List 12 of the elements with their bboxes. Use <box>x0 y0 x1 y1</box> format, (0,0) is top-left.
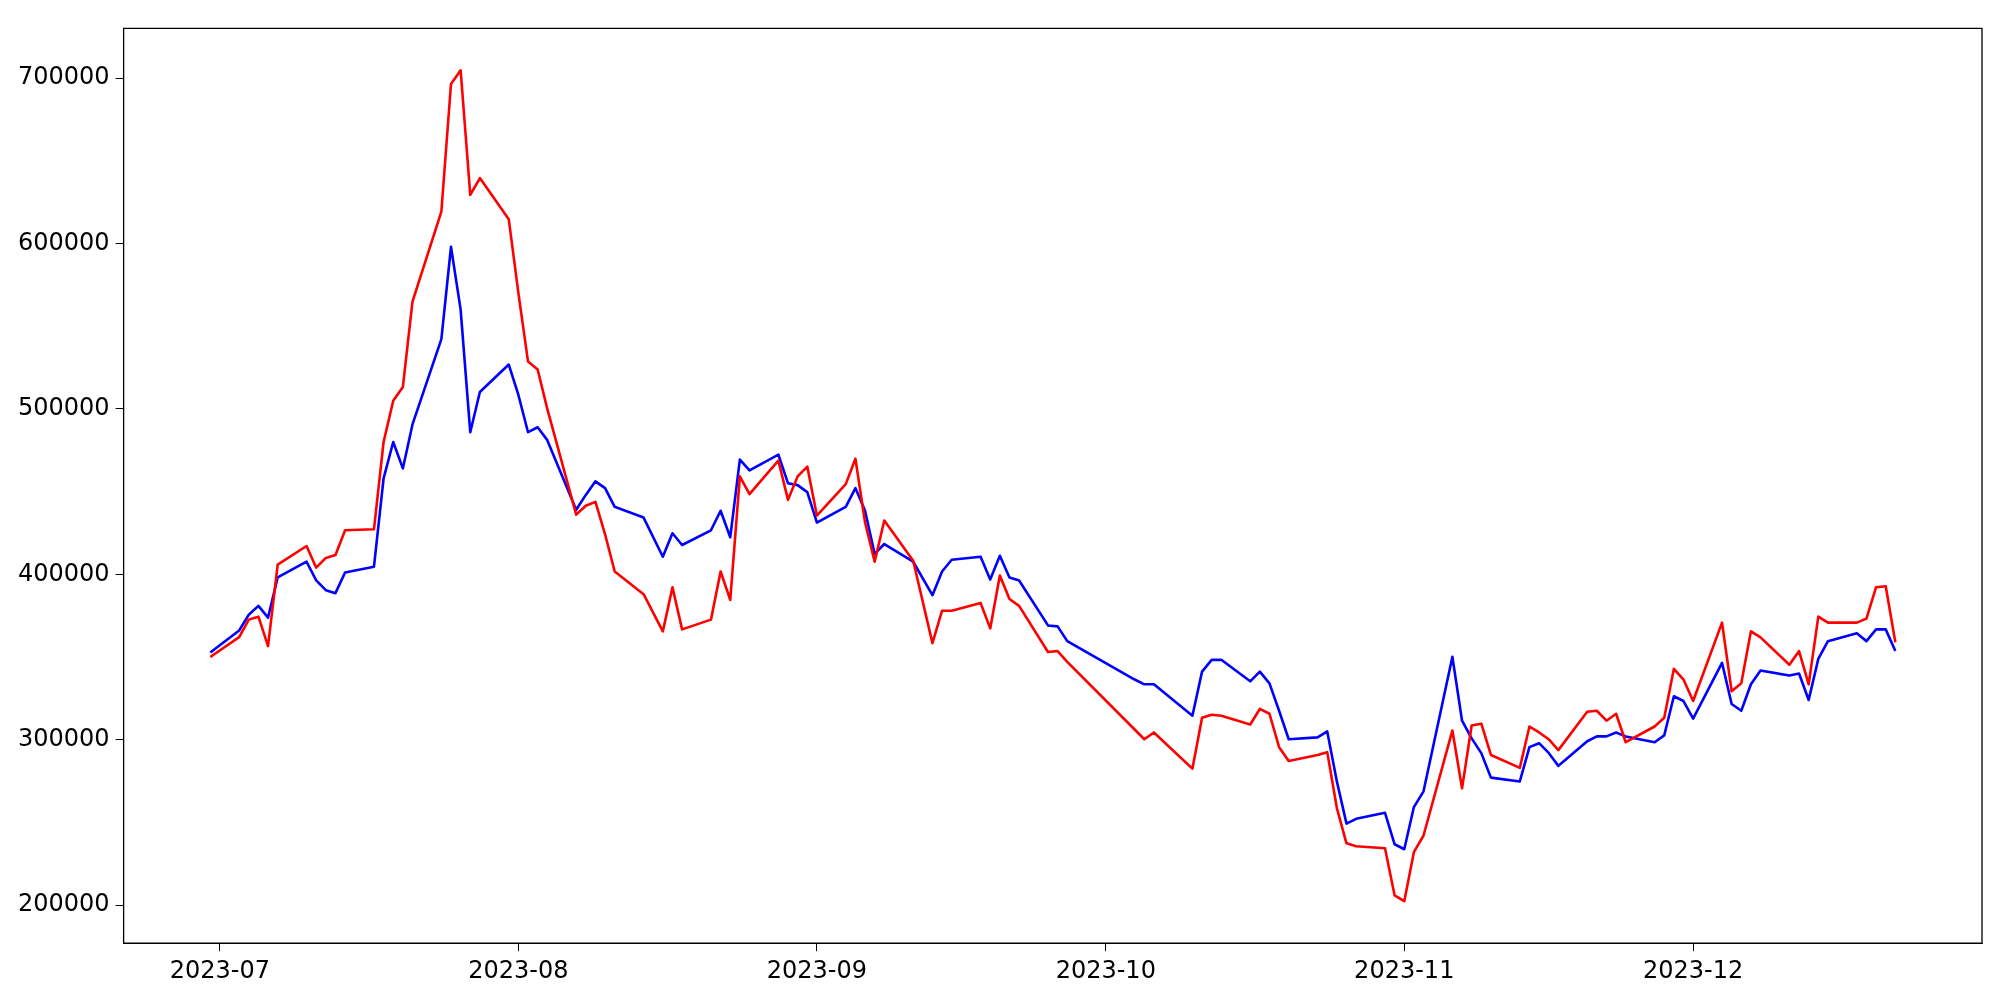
y-tick-label: 400000 <box>17 558 110 587</box>
y-tick-label: 200000 <box>17 889 110 918</box>
x-tick-label: 2023-09 <box>766 955 868 984</box>
x-tick-label: 2023-11 <box>1354 955 1455 984</box>
x-tick-label: 2023-08 <box>468 955 569 984</box>
x-tick-label: 2023-07 <box>169 955 271 984</box>
y-tick-label: 500000 <box>17 393 110 422</box>
x-tick-label: 2023-10 <box>1055 955 1156 984</box>
x-tick-label: 2023-12 <box>1642 955 1744 984</box>
y-tick-label: 600000 <box>17 227 110 256</box>
y-tick-label: 300000 <box>17 723 110 752</box>
y-tick-label: 700000 <box>17 62 110 91</box>
